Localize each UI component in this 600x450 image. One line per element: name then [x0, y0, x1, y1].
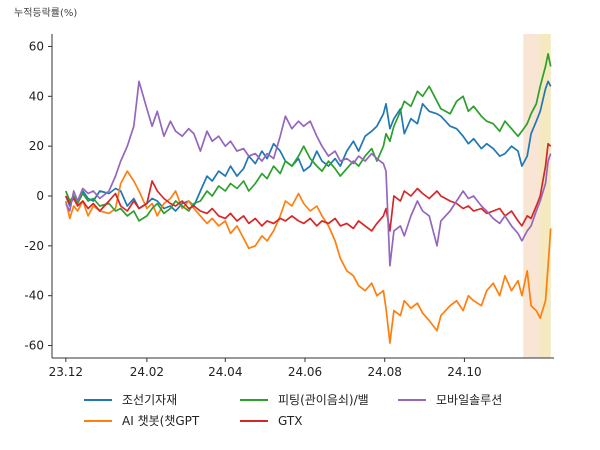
highlight-bands	[523, 34, 551, 358]
legend-label-4: 모바일솔루션	[436, 393, 502, 407]
series-line-1	[64, 170, 552, 344]
x-tick-label: 24.08	[368, 365, 402, 379]
series-lines	[64, 53, 552, 344]
y-tick-label: 0	[36, 189, 44, 203]
legend-label-3: GTX	[278, 414, 302, 428]
y-tick-label: -60	[24, 339, 44, 353]
y-tick-label: -40	[24, 289, 44, 303]
x-tick-label: 24.02	[130, 365, 164, 379]
series-line-4	[65, 80, 552, 267]
highlight-band-1	[540, 34, 551, 358]
y-tick-label: -20	[24, 239, 44, 253]
x-tick-label: 24.06	[288, 365, 322, 379]
x-tick-label: 24.10	[447, 365, 481, 379]
y-tick-label: 60	[29, 39, 44, 53]
legend-label-2: 피팅(관이음쇠)/밸	[278, 393, 369, 407]
series-line-3	[65, 142, 552, 232]
legend-label-0: 조선기자재	[122, 393, 177, 407]
x-tick-label: 23.12	[49, 365, 83, 379]
x-tick-label: 24.04	[208, 365, 242, 379]
y-tick-label: 20	[29, 139, 44, 153]
legend-label-1: AI 챗봇(챗GPT	[122, 413, 200, 428]
y-tick-label: 40	[29, 89, 44, 103]
y-axis-unit-label: 누적등락률(%)	[14, 7, 77, 19]
legend: 조선기자재 AI 챗봇(챗GPT 피팅(관이음쇠)/밸 GTX 모바일솔루션	[84, 393, 502, 428]
series-line-2	[65, 53, 552, 222]
axes: 누적등락률(%) -60 -40 -20 0 20 40 60 23.12 24.02 24.04 2…	[14, 7, 554, 379]
